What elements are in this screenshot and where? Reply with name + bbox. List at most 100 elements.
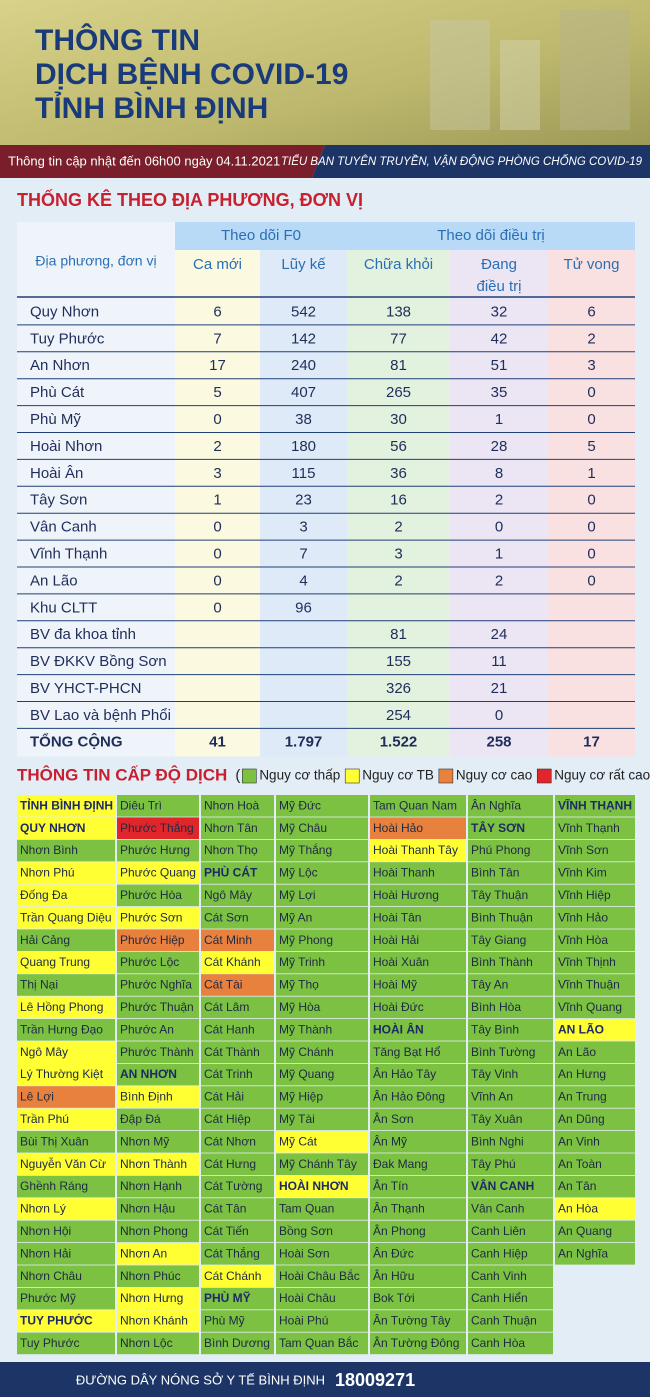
area-name: Cát Thành bbox=[204, 1045, 260, 1059]
risk-cell bbox=[555, 839, 635, 862]
risk-cell bbox=[201, 1041, 274, 1063]
area-header: HOÀI ÂN bbox=[373, 1021, 424, 1036]
risk-cell bbox=[117, 1198, 199, 1220]
legend-swatch bbox=[344, 768, 360, 784]
risk-cell bbox=[370, 974, 466, 996]
cell-value: 51 bbox=[491, 357, 508, 374]
area-name: Ghềnh Ráng bbox=[20, 1179, 88, 1193]
update-info: Thông tin cập nhật đến 06h00 ngày 04.11.… bbox=[8, 153, 280, 168]
risk-cell bbox=[276, 1019, 368, 1041]
area-name: Cát Chánh bbox=[204, 1269, 261, 1283]
risk-cell bbox=[370, 996, 466, 1019]
area-name: Bình Tường bbox=[471, 1045, 535, 1059]
area-name: Mỹ Trinh bbox=[279, 955, 325, 969]
risk-cell bbox=[468, 929, 553, 951]
area-name: Tây An bbox=[471, 978, 508, 992]
risk-cell bbox=[468, 1086, 553, 1108]
risk-cell bbox=[117, 884, 199, 907]
cell-value: 8 bbox=[495, 465, 503, 482]
risk-cell bbox=[276, 862, 368, 884]
building bbox=[500, 40, 540, 130]
risk-cell bbox=[555, 1153, 635, 1175]
cell-value: 81 bbox=[390, 626, 407, 643]
row-label: Phù Mỹ bbox=[30, 411, 81, 428]
cell-value: 240 bbox=[291, 357, 316, 374]
risk-cell bbox=[276, 795, 368, 817]
area-name: Ân Phong bbox=[373, 1223, 426, 1238]
area-name: Ân Tường Tây bbox=[373, 1313, 451, 1328]
area-name: Phước Hưng bbox=[120, 843, 190, 857]
risk-cell bbox=[276, 1287, 368, 1310]
area-name: An Dũng bbox=[558, 1112, 605, 1126]
risk-cell bbox=[370, 1243, 466, 1265]
risk-cell bbox=[468, 1019, 553, 1041]
column-header: Tử vong bbox=[564, 256, 620, 273]
cell-value: 1 bbox=[587, 465, 595, 482]
row-label: An Nhơn bbox=[30, 357, 90, 374]
risk-cell bbox=[370, 1131, 466, 1153]
risk-cell bbox=[555, 1243, 635, 1265]
area-name: Hoài Hải bbox=[373, 933, 419, 947]
area-name: Hoài Châu bbox=[279, 1291, 336, 1305]
area-name: Cát Hưng bbox=[204, 1157, 256, 1171]
cell-value: 36 bbox=[390, 465, 407, 482]
cell-value: 17 bbox=[583, 733, 600, 750]
cell-value: 0 bbox=[495, 707, 503, 724]
area-name: Tây Phú bbox=[471, 1157, 516, 1171]
area-name: Đống Đa bbox=[20, 888, 68, 902]
area-name: Canh Vinh bbox=[471, 1269, 527, 1283]
risk-cell bbox=[17, 1243, 115, 1265]
risk-cell bbox=[468, 1287, 553, 1310]
update-bar bbox=[0, 145, 325, 178]
area-name: Mỹ Thọ bbox=[279, 978, 319, 992]
risk-cell bbox=[555, 974, 635, 996]
risk-cell bbox=[17, 1153, 115, 1175]
row-label: Vĩnh Thạnh bbox=[30, 546, 107, 563]
area-name: Cát Minh bbox=[204, 933, 252, 947]
area-name: Bình Tân bbox=[471, 866, 519, 880]
row-label: An Lão bbox=[30, 572, 78, 589]
risk-cell bbox=[117, 839, 199, 862]
cell-value: 0 bbox=[587, 519, 595, 536]
area-name: An Tân bbox=[558, 1179, 596, 1193]
risk-cell bbox=[276, 951, 368, 974]
area-name: Bình Thành bbox=[471, 955, 533, 969]
row-label: Hoài Ân bbox=[30, 465, 83, 482]
cell-value: 0 bbox=[213, 546, 221, 563]
risk-cell bbox=[17, 1220, 115, 1243]
risk-cell bbox=[370, 884, 466, 907]
cell-value: 5 bbox=[213, 384, 221, 401]
risk-cell bbox=[468, 1175, 553, 1198]
cell-value: 254 bbox=[386, 707, 411, 724]
area-name: Cát Thắng bbox=[204, 1245, 260, 1260]
row-label: Hoài Nhơn bbox=[30, 438, 102, 455]
area-name: Bình Hòa bbox=[471, 1000, 521, 1014]
area-header: VĨNH THẠNH bbox=[558, 797, 632, 812]
area-name: An Trung bbox=[558, 1090, 607, 1104]
area-name: Mỹ Quang bbox=[279, 1067, 334, 1081]
risk-cell bbox=[468, 996, 553, 1019]
area-name: Ngô Mây bbox=[204, 888, 252, 902]
risk-cell bbox=[468, 1063, 553, 1086]
area-name: Phước Nghĩa bbox=[120, 978, 192, 992]
risk-cell bbox=[201, 1063, 274, 1086]
cell-value: 0 bbox=[587, 546, 595, 563]
area-name: Cát Tài bbox=[204, 978, 242, 992]
risk-cell bbox=[370, 1153, 466, 1175]
cell-value: 24 bbox=[491, 626, 508, 643]
risk-cell bbox=[468, 1153, 553, 1175]
risk-cell bbox=[555, 1041, 635, 1063]
title-line: DỊCH BỆNH COVID-19 bbox=[35, 57, 348, 91]
row-label: BV ĐKKV Bồng Sơn bbox=[30, 653, 167, 670]
risk-cell bbox=[201, 996, 274, 1019]
area-name: Tam Quan Bắc bbox=[279, 1335, 358, 1350]
area-name: Cát Hanh bbox=[204, 1022, 255, 1036]
area-name: Cát Tiến bbox=[204, 1224, 249, 1238]
area-name: Hoài Xuân bbox=[373, 955, 429, 969]
area-name: Nhơn Mỹ bbox=[120, 1134, 169, 1148]
area-name: Cát Sơn bbox=[204, 910, 249, 924]
risk-cell bbox=[370, 1108, 466, 1131]
area-name: An Hưng bbox=[558, 1067, 606, 1081]
area-name: Mỹ Thắng bbox=[279, 842, 332, 857]
risk-cell bbox=[370, 1086, 466, 1108]
